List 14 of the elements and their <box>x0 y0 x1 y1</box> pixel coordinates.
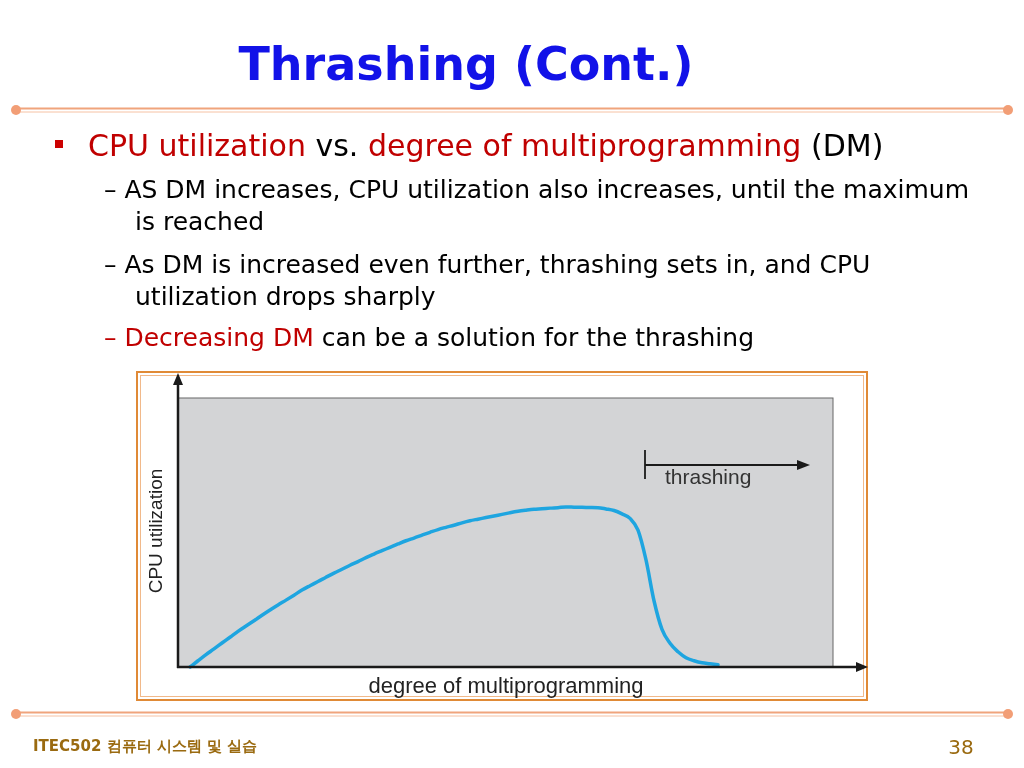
y-axis-title: CPU utilization <box>145 468 166 594</box>
text: 38 <box>948 735 974 759</box>
text: vs. <box>315 128 359 163</box>
text: can be a solution for the thrashing <box>321 323 755 352</box>
text: ITEC502 컴퓨터 시스템 및 실습 <box>33 737 258 755</box>
text: CPU utilization <box>88 128 306 163</box>
text: degree of multiprogramming <box>367 128 802 163</box>
text: thrashing <box>665 465 752 488</box>
text: – As DM is increased even further, thrashing sets in, and CPU utilization drops sharply <box>104 250 871 311</box>
text: – AS DM increases, CPU utilization also increases, until the maximum is reached <box>104 175 970 236</box>
text: (DM) <box>810 128 884 163</box>
x-axis-title: degree of multiprogramming <box>368 673 644 698</box>
text: – Decreasing DM <box>104 323 314 352</box>
chart-title: Thrashing (Cont.) <box>238 37 694 91</box>
